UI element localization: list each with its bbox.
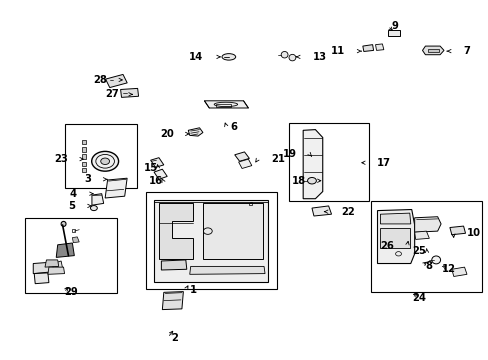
Polygon shape (56, 243, 74, 257)
Bar (105, 75, 127, 87)
Text: 25: 25 (412, 246, 426, 256)
Text: 17: 17 (376, 158, 390, 168)
Polygon shape (204, 101, 248, 108)
Text: 6: 6 (230, 122, 237, 132)
Bar (82, 168, 86, 172)
Polygon shape (203, 203, 263, 259)
Polygon shape (154, 200, 267, 282)
Bar (121, 89, 138, 97)
Bar (249, 203, 251, 205)
Ellipse shape (92, 151, 118, 171)
Ellipse shape (222, 54, 235, 60)
Text: 29: 29 (64, 287, 78, 297)
Polygon shape (92, 194, 103, 205)
Ellipse shape (90, 206, 97, 211)
Bar (82, 147, 86, 152)
Polygon shape (188, 128, 203, 136)
Polygon shape (53, 261, 62, 271)
Polygon shape (162, 292, 183, 310)
Text: 21: 21 (270, 154, 285, 164)
Polygon shape (377, 210, 414, 264)
Text: 8: 8 (425, 261, 432, 271)
Bar (216, 104, 230, 107)
Polygon shape (45, 260, 59, 267)
Text: 4: 4 (69, 189, 76, 199)
Text: 28: 28 (94, 75, 107, 85)
Bar (370, 201, 481, 292)
Text: 26: 26 (380, 240, 393, 251)
Text: 16: 16 (148, 176, 162, 186)
Text: 18: 18 (291, 176, 305, 186)
Ellipse shape (101, 158, 109, 165)
Text: 10: 10 (466, 228, 480, 238)
Bar (387, 30, 399, 36)
Bar (25, 218, 117, 293)
Text: 13: 13 (312, 52, 326, 62)
Polygon shape (34, 273, 49, 284)
Polygon shape (238, 159, 251, 168)
Bar (82, 162, 86, 166)
Polygon shape (159, 203, 193, 259)
Text: 11: 11 (330, 46, 345, 56)
Polygon shape (72, 237, 79, 243)
Bar (289, 123, 368, 201)
Polygon shape (150, 158, 163, 167)
Polygon shape (451, 267, 466, 276)
Polygon shape (375, 44, 383, 50)
Text: 9: 9 (391, 21, 398, 31)
Ellipse shape (307, 177, 316, 184)
Polygon shape (303, 130, 322, 199)
Bar (72, 229, 75, 232)
Text: 15: 15 (143, 163, 157, 174)
Text: 24: 24 (412, 293, 426, 303)
Polygon shape (311, 206, 331, 216)
Text: 1: 1 (189, 285, 196, 295)
Polygon shape (414, 217, 440, 232)
Polygon shape (154, 169, 167, 179)
Text: 2: 2 (171, 333, 178, 343)
Polygon shape (33, 262, 53, 274)
Polygon shape (48, 267, 64, 274)
Polygon shape (380, 213, 410, 224)
Text: 14: 14 (189, 52, 203, 62)
Text: 12: 12 (441, 264, 455, 274)
Bar (145, 192, 276, 289)
Ellipse shape (288, 54, 295, 61)
Polygon shape (105, 178, 127, 198)
Bar (64, 124, 137, 188)
Polygon shape (189, 266, 264, 274)
Text: 19: 19 (282, 149, 296, 159)
Text: 20: 20 (160, 129, 174, 139)
Text: 23: 23 (55, 154, 68, 164)
Polygon shape (422, 46, 443, 55)
Polygon shape (161, 260, 186, 270)
Ellipse shape (61, 221, 66, 226)
Polygon shape (362, 45, 373, 51)
Polygon shape (449, 226, 465, 235)
Text: 5: 5 (68, 201, 75, 211)
Bar (82, 154, 86, 159)
Text: 27: 27 (105, 89, 119, 99)
Polygon shape (414, 231, 428, 239)
Text: 3: 3 (84, 174, 91, 184)
Text: 22: 22 (340, 207, 354, 217)
Text: 7: 7 (462, 46, 469, 56)
Polygon shape (380, 228, 409, 248)
Bar (82, 140, 86, 144)
Ellipse shape (431, 256, 440, 264)
Ellipse shape (281, 51, 287, 58)
Bar (427, 49, 438, 52)
Polygon shape (234, 152, 249, 161)
